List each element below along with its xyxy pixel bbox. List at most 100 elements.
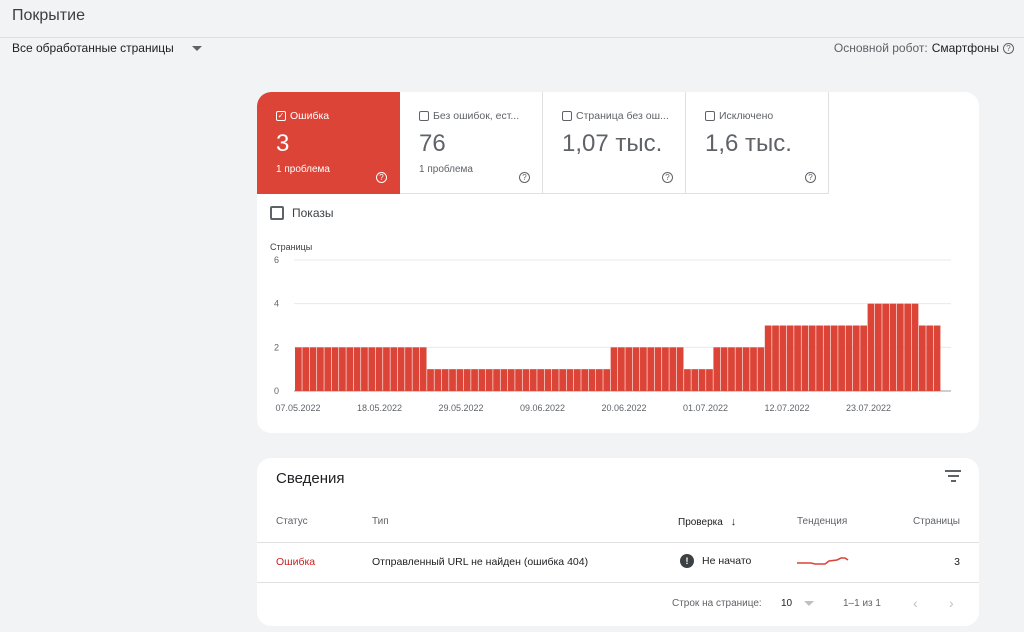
column-header-check-label: Проверка bbox=[678, 516, 723, 528]
chart-bar bbox=[640, 347, 647, 391]
tile-subtitle: 1 проблема bbox=[419, 164, 473, 175]
checkbox-checked-icon: ✓ bbox=[276, 111, 286, 121]
chart-bar bbox=[874, 303, 882, 391]
checkbox-icon bbox=[705, 111, 715, 121]
column-header-type[interactable]: Тип bbox=[372, 516, 389, 527]
page-title: Покрытие bbox=[12, 7, 85, 24]
chart-bar bbox=[823, 325, 831, 391]
primary-crawler-info: Основной робот: Смартфоны ? bbox=[834, 41, 1014, 55]
tile-label: Без ошибок, ест... bbox=[433, 110, 520, 122]
tile-value: 3 bbox=[276, 130, 290, 157]
chart-bar bbox=[772, 325, 779, 391]
chart-bar bbox=[911, 303, 919, 391]
chart-bar bbox=[522, 369, 530, 391]
chart-bar bbox=[882, 303, 890, 391]
chart-bar bbox=[808, 325, 816, 391]
column-header-status[interactable]: Статус bbox=[276, 516, 308, 527]
help-icon[interactable]: ? bbox=[805, 172, 816, 183]
tile-value: 1,07 тыс. bbox=[562, 130, 663, 157]
column-header-pages[interactable]: Страницы bbox=[913, 516, 960, 527]
pages-filter-value: Все обработанные страницы bbox=[12, 41, 174, 55]
chart-bar bbox=[441, 369, 449, 391]
dropdown-caret-icon bbox=[804, 601, 815, 606]
chart-bar bbox=[933, 325, 941, 391]
tile-valid[interactable]: Страница без ош... 1,07 тыс. ? bbox=[543, 92, 686, 194]
chart-bar bbox=[720, 347, 728, 391]
rows-per-page-label: Строк на странице: bbox=[672, 598, 762, 609]
divider bbox=[257, 542, 979, 543]
chart-bar bbox=[706, 369, 713, 391]
row-check: ! Не начато bbox=[680, 554, 751, 568]
filter-bar: Все обработанные страницы Основной робот… bbox=[0, 38, 1024, 60]
x-tick-label: 23.07.2022 bbox=[846, 403, 891, 413]
impressions-label: Показы bbox=[292, 206, 334, 220]
chart-bar bbox=[750, 347, 757, 391]
prev-page-icon[interactable]: ‹ bbox=[913, 595, 918, 611]
robot-label: Основной робот: bbox=[833, 41, 928, 55]
chart-bar bbox=[669, 347, 677, 391]
impressions-toggle[interactable]: Показы bbox=[270, 206, 333, 220]
tile-error[interactable]: ✓ Ошибка 3 1 проблема ? bbox=[257, 92, 400, 194]
tile-excluded[interactable]: Исключено 1,6 тыс. ? bbox=[686, 92, 829, 194]
row-check-label: Не начато bbox=[702, 555, 752, 567]
y-tick-label: 6 bbox=[274, 255, 279, 265]
chart-bar bbox=[353, 347, 361, 391]
chart-bar bbox=[383, 347, 390, 391]
x-tick-label: 12.07.2022 bbox=[764, 403, 809, 413]
chart-bar bbox=[339, 347, 346, 391]
row-type[interactable]: Отправленный URL не найден (ошибка 404) bbox=[372, 556, 589, 568]
chart-bar bbox=[331, 347, 339, 391]
chart-bar bbox=[544, 369, 552, 391]
chart-bar bbox=[662, 347, 669, 391]
pages-filter-dropdown[interactable]: Все обработанные страницы bbox=[12, 41, 202, 55]
chart-bar bbox=[397, 347, 405, 391]
chart-bar bbox=[676, 347, 684, 391]
chart-bar bbox=[493, 369, 500, 391]
chart-bar bbox=[816, 325, 823, 391]
chart-bar bbox=[852, 325, 860, 391]
chart-bar bbox=[904, 303, 912, 391]
y-tick-label: 2 bbox=[274, 342, 279, 352]
help-icon[interactable]: ? bbox=[519, 172, 530, 183]
chart-bar bbox=[779, 325, 787, 391]
next-page-icon[interactable]: › bbox=[949, 595, 954, 611]
coverage-chart-card: ✓ Ошибка 3 1 проблема ? Без ошибок, ест..… bbox=[257, 92, 979, 433]
tile-label: Исключено bbox=[719, 110, 774, 122]
column-header-check[interactable]: Проверка ↓ bbox=[678, 516, 736, 528]
column-header-trend: Тенденция bbox=[797, 516, 848, 527]
chart-bar bbox=[896, 303, 904, 391]
chart-bar bbox=[368, 347, 376, 391]
chart-bar bbox=[361, 347, 368, 391]
chart-bar bbox=[801, 325, 809, 391]
chart-bar bbox=[427, 369, 434, 391]
tile-value: 76 bbox=[419, 130, 446, 157]
details-card: Сведения Статус Тип Проверка ↓ Тенденция… bbox=[257, 458, 979, 626]
chart-bar bbox=[346, 347, 354, 391]
chart-bar bbox=[478, 369, 486, 391]
chart-bar bbox=[632, 347, 640, 391]
chart-bar bbox=[654, 347, 662, 391]
robot-value: Смартфоны bbox=[931, 41, 999, 55]
checkbox-icon bbox=[562, 111, 572, 121]
chart-bar bbox=[625, 347, 633, 391]
row-status: Ошибка bbox=[276, 556, 316, 568]
rows-per-page-select[interactable]: 10 bbox=[781, 598, 815, 609]
help-icon[interactable]: ? bbox=[376, 172, 387, 183]
chart-bar bbox=[449, 369, 456, 391]
chart-bar bbox=[757, 347, 765, 391]
filter-icon[interactable] bbox=[945, 470, 961, 482]
help-icon[interactable]: ? bbox=[1003, 42, 1014, 54]
chart-bar bbox=[471, 369, 478, 391]
help-icon[interactable]: ? bbox=[662, 172, 673, 183]
chart-bar bbox=[794, 325, 801, 391]
tile-value: 1,6 тыс. bbox=[705, 130, 792, 157]
tile-valid-with-warnings[interactable]: Без ошибок, ест... 76 1 проблема ? bbox=[400, 92, 543, 194]
checkbox-icon bbox=[419, 111, 429, 121]
chart-bar bbox=[456, 369, 464, 391]
x-tick-label: 01.07.2022 bbox=[683, 403, 728, 413]
chart-bar bbox=[463, 369, 471, 391]
divider bbox=[257, 582, 979, 583]
chart-bar bbox=[618, 347, 625, 391]
chart-bar bbox=[500, 369, 508, 391]
chart-bar bbox=[302, 347, 310, 391]
